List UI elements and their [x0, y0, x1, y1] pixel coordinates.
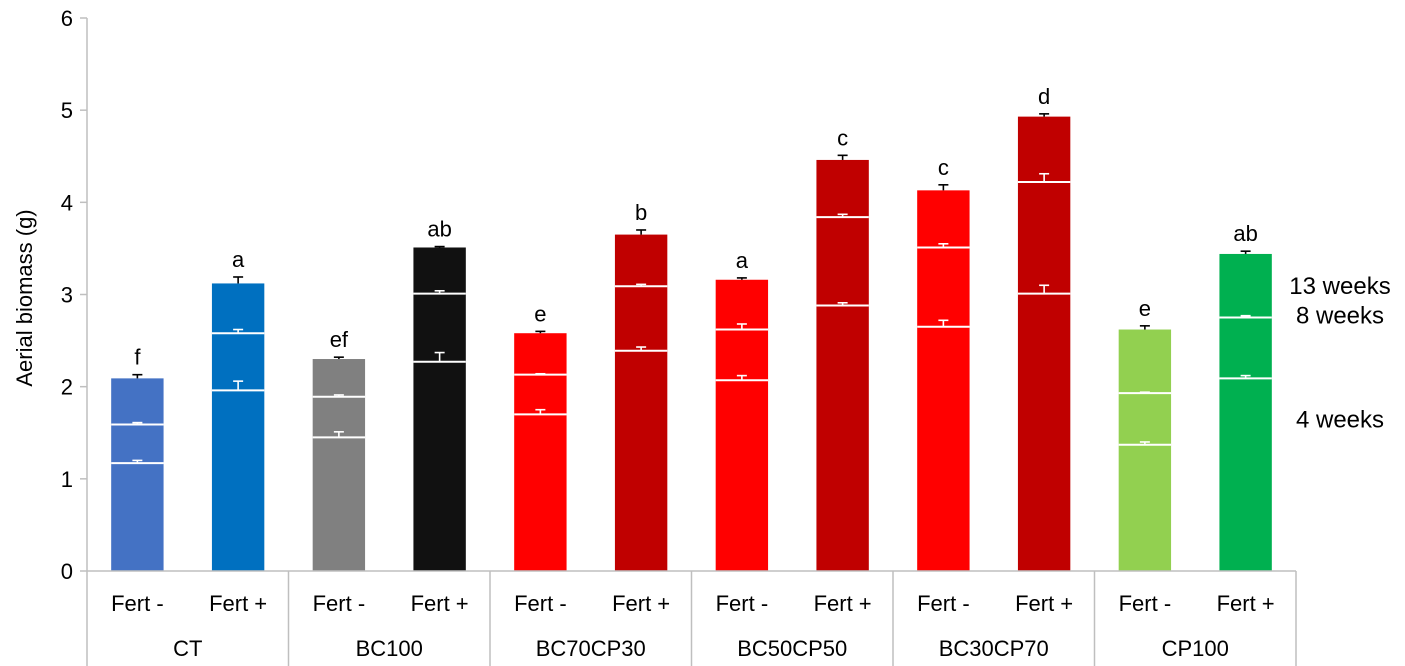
- x-group-label: BC50CP50: [737, 636, 847, 661]
- significance-letter: c: [938, 155, 949, 180]
- significance-letter: ab: [1233, 221, 1257, 246]
- y-axis-label: Aerial biomass (g): [12, 209, 37, 386]
- annotation-13-weeks: 13 weeks: [1289, 273, 1390, 300]
- significance-letter: e: [534, 301, 546, 326]
- y-tick-label: 3: [61, 283, 73, 308]
- bars-layer: f a ef ab e b a c c d e ab: [111, 84, 1272, 572]
- x-sub-label: Fert -: [111, 591, 164, 616]
- y-tick-label: 5: [61, 98, 73, 123]
- x-sub-label: Fert -: [514, 591, 567, 616]
- y-tick-label: 6: [61, 6, 73, 31]
- significance-letter: f: [134, 345, 141, 370]
- bar-ct-fert-minus: [111, 378, 164, 571]
- y-tick-label: 1: [61, 467, 73, 492]
- significance-letter: ab: [427, 217, 451, 242]
- annotation-8-weeks: 8 weeks: [1296, 303, 1384, 330]
- x-group-label: BC100: [356, 636, 423, 661]
- bar-cp100-fert-minus: [1118, 329, 1172, 571]
- significance-letter: b: [635, 200, 647, 225]
- y-tick-label: 2: [61, 375, 73, 400]
- x-sub-label: Fert -: [917, 591, 970, 616]
- x-group-label: BC30CP70: [939, 636, 1049, 661]
- significance-letter: a: [736, 248, 749, 273]
- x-axis: Fert - Fert + Fert - Fert + Fert - Fert + Fert…: [86, 570, 1297, 666]
- bar-bc100-fert-minus: [312, 359, 366, 571]
- bar-cp100-fert-plus: [1219, 253, 1272, 572]
- x-sub-label: Fert -: [1119, 591, 1172, 616]
- annotation-4-weeks: 4 weeks: [1296, 406, 1384, 433]
- y-tick-label: 4: [61, 190, 73, 215]
- x-sub-label: Fert +: [1015, 591, 1073, 616]
- y-axis-ticks: 0 1 2 3 4 5 6: [61, 6, 87, 584]
- bar-bc30cp70-fert-minus: [917, 190, 970, 571]
- significance-letter: ef: [330, 327, 349, 352]
- significance-letter: d: [1038, 84, 1050, 109]
- x-sub-label: Fert +: [411, 591, 469, 616]
- bar-ct-fert-plus: [211, 283, 265, 571]
- x-group-label: BC70CP30: [536, 636, 646, 661]
- bar-bc100-fert-plus: [413, 247, 466, 571]
- x-sub-label: Fert +: [814, 591, 872, 616]
- bar-bc70cp30-fert-minus: [514, 333, 567, 571]
- x-group-label: CP100: [1162, 636, 1229, 661]
- y-tick-label: 0: [61, 559, 73, 584]
- significance-letter: a: [232, 247, 245, 272]
- week-annotations: 13 weeks 8 weeks 4 weeks: [1289, 273, 1390, 433]
- x-group-label: CT: [173, 636, 202, 661]
- bar-bc70cp30-fert-plus: [614, 234, 668, 571]
- bar-bc50cp50-fert-plus: [816, 159, 869, 572]
- significance-letter: e: [1139, 296, 1151, 321]
- bar-bc30cp70-fert-plus: [1017, 116, 1071, 571]
- x-sub-label: Fert +: [209, 591, 267, 616]
- x-sub-label: Fert +: [1217, 591, 1275, 616]
- x-sub-label: Fert -: [313, 591, 366, 616]
- significance-letter: c: [837, 125, 848, 150]
- x-sub-label: Fert -: [716, 591, 769, 616]
- x-sub-label: Fert +: [612, 591, 670, 616]
